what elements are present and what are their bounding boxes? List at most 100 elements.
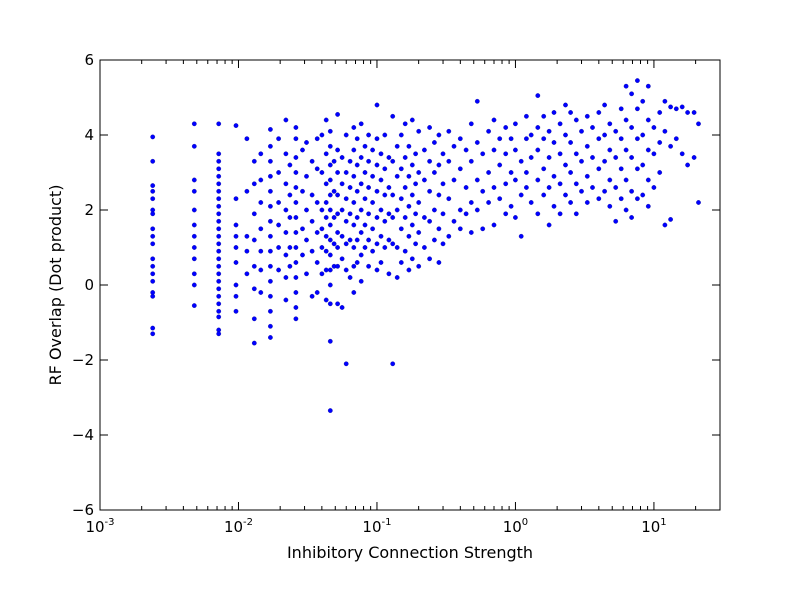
data-point bbox=[191, 177, 197, 183]
data-point bbox=[351, 200, 357, 205]
data-point bbox=[150, 325, 156, 331]
data-point bbox=[378, 151, 384, 157]
data-point bbox=[513, 147, 518, 153]
data-point bbox=[629, 215, 634, 220]
data-point bbox=[602, 102, 607, 108]
data-point bbox=[304, 140, 309, 145]
data-point bbox=[446, 196, 452, 202]
data-point bbox=[422, 245, 427, 250]
data-point bbox=[386, 211, 392, 217]
data-point bbox=[343, 361, 349, 367]
data-point bbox=[268, 203, 273, 209]
data-point bbox=[233, 308, 239, 314]
data-point bbox=[293, 305, 299, 310]
data-point bbox=[673, 136, 679, 142]
data-point bbox=[276, 267, 281, 273]
data-point bbox=[216, 331, 222, 337]
data-point bbox=[191, 143, 197, 149]
data-point bbox=[422, 147, 427, 153]
data-point bbox=[258, 290, 264, 295]
data-point bbox=[613, 128, 619, 134]
data-point bbox=[216, 248, 222, 254]
data-point bbox=[362, 245, 368, 250]
data-point bbox=[551, 140, 557, 145]
data-point bbox=[422, 215, 427, 220]
data-point bbox=[480, 151, 486, 157]
data-point bbox=[584, 143, 590, 149]
data-point bbox=[268, 263, 273, 269]
data-point bbox=[613, 155, 619, 160]
data-point bbox=[613, 185, 619, 190]
data-point bbox=[287, 245, 293, 250]
data-point bbox=[319, 132, 325, 138]
data-point bbox=[386, 237, 392, 243]
data-point bbox=[343, 267, 349, 273]
data-point bbox=[623, 117, 629, 123]
data-point bbox=[276, 136, 281, 142]
data-point bbox=[335, 170, 340, 175]
data-point bbox=[635, 196, 640, 202]
x-tick-label: 100 bbox=[503, 517, 528, 536]
data-point bbox=[528, 132, 534, 138]
data-point bbox=[191, 233, 197, 239]
data-point bbox=[468, 230, 474, 235]
data-point bbox=[457, 207, 463, 213]
data-point bbox=[268, 335, 273, 340]
data-point bbox=[335, 147, 340, 153]
data-point bbox=[406, 173, 412, 179]
y-tick-label: 6 bbox=[84, 51, 94, 69]
data-point bbox=[191, 282, 197, 288]
data-point bbox=[150, 271, 156, 277]
data-point bbox=[327, 162, 333, 168]
data-point bbox=[216, 196, 222, 202]
data-point bbox=[432, 170, 437, 175]
data-point bbox=[491, 222, 497, 228]
data-point bbox=[662, 128, 668, 134]
data-point bbox=[440, 181, 446, 187]
data-point bbox=[640, 192, 646, 198]
data-point bbox=[579, 158, 584, 164]
data-point bbox=[354, 215, 360, 220]
data-point bbox=[486, 170, 491, 175]
data-point bbox=[398, 132, 404, 138]
data-point bbox=[216, 151, 222, 157]
data-point bbox=[358, 278, 364, 284]
data-point bbox=[216, 158, 222, 164]
data-point bbox=[602, 158, 607, 164]
y-tick-label: −4 bbox=[72, 426, 94, 444]
data-point bbox=[150, 256, 156, 262]
data-point bbox=[508, 136, 514, 142]
data-point bbox=[370, 147, 375, 153]
data-point bbox=[398, 260, 404, 265]
data-point bbox=[618, 166, 624, 172]
data-point bbox=[508, 203, 514, 209]
data-point bbox=[150, 331, 156, 337]
data-point bbox=[233, 245, 239, 250]
data-point bbox=[386, 271, 392, 277]
data-point bbox=[319, 226, 325, 232]
data-point bbox=[287, 263, 293, 269]
data-point bbox=[293, 215, 299, 220]
data-point bbox=[508, 170, 514, 175]
data-point bbox=[244, 248, 250, 254]
data-point bbox=[679, 104, 685, 110]
data-point bbox=[293, 185, 299, 190]
data-point bbox=[258, 226, 264, 232]
data-point bbox=[584, 200, 590, 205]
data-point bbox=[293, 170, 299, 175]
data-point bbox=[216, 218, 222, 224]
data-point bbox=[191, 188, 197, 194]
data-point bbox=[283, 275, 289, 280]
data-point bbox=[551, 173, 557, 179]
y-tick-label: 0 bbox=[84, 276, 94, 294]
data-point bbox=[394, 173, 400, 179]
data-point bbox=[335, 211, 340, 217]
data-point bbox=[335, 192, 340, 198]
data-point bbox=[629, 91, 634, 97]
data-point bbox=[300, 226, 305, 232]
data-point bbox=[293, 155, 299, 160]
data-point bbox=[309, 248, 315, 254]
data-point bbox=[409, 256, 415, 262]
data-point bbox=[402, 185, 408, 190]
data-point bbox=[409, 117, 415, 123]
